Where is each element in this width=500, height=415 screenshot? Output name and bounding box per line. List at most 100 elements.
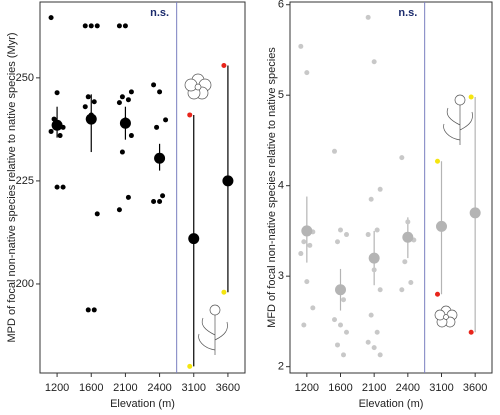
data-point (365, 232, 371, 238)
data-point (48, 128, 54, 134)
data-point (402, 259, 408, 265)
mean-point (119, 117, 131, 129)
data-point (301, 322, 307, 328)
x-tick-label: 1200 (45, 382, 69, 394)
y-tick-label: 250 (16, 72, 34, 84)
data-point (116, 100, 122, 106)
y-tick-label: 4 (278, 180, 284, 192)
data-point (365, 14, 371, 20)
y-tick-label: 2 (278, 361, 284, 373)
y-tick-label: 3 (278, 270, 284, 282)
data-point (341, 352, 346, 358)
data-point (344, 329, 349, 335)
data-point (301, 239, 307, 245)
data-point (377, 186, 383, 192)
plot-frame (289, 1, 493, 374)
x-tick-label: 2400 (147, 382, 171, 394)
data-point (125, 97, 131, 103)
data-point (298, 43, 304, 49)
y-axis-label: MFD of focal non-native species relative… (266, 47, 278, 328)
data-point (408, 280, 414, 286)
y-tick-label: 6 (278, 0, 284, 11)
data-point (60, 184, 66, 190)
data-point (157, 199, 163, 205)
data-point (116, 207, 122, 213)
mean-point (436, 220, 447, 232)
data-point (435, 158, 440, 164)
data-point (468, 329, 474, 335)
mean-point (222, 175, 234, 187)
data-point (338, 322, 343, 328)
data-point (405, 219, 411, 225)
mean-point (154, 152, 166, 164)
data-point (344, 232, 349, 238)
data-point (82, 104, 88, 110)
y-tick-label: 200 (16, 278, 34, 290)
plant-icon (443, 94, 473, 145)
data-point (122, 23, 128, 29)
flower-icon (184, 73, 212, 100)
data-point (151, 82, 157, 88)
data-point (163, 117, 169, 123)
data-point (368, 196, 374, 202)
data-point (154, 124, 160, 130)
data-point (468, 94, 474, 100)
x-tick-label: 3100 (429, 382, 453, 394)
data-point (332, 148, 337, 154)
data-point (221, 289, 227, 295)
mean-point (188, 233, 200, 245)
data-point (307, 242, 313, 248)
data-point (365, 339, 371, 345)
data-point (332, 317, 337, 323)
x-tick-label: 3600 (463, 382, 487, 394)
data-point (157, 89, 163, 95)
annotation: n.s. (150, 7, 169, 19)
x-axis-label: Elevation (m) (110, 398, 175, 410)
x-tick-label: 1600 (79, 382, 103, 394)
data-point (435, 291, 440, 297)
mean-point (402, 231, 414, 243)
data-point (91, 99, 97, 105)
data-point (187, 363, 193, 369)
data-point (371, 267, 377, 273)
data-point (374, 329, 380, 335)
mean-point (368, 252, 380, 264)
data-point (304, 279, 310, 285)
data-point (304, 70, 310, 76)
data-point (371, 345, 377, 351)
data-point (119, 94, 125, 100)
data-point (82, 23, 88, 29)
data-point (119, 149, 125, 155)
mean-point (335, 284, 346, 296)
x-tick-label: 2100 (113, 382, 137, 394)
data-point (125, 194, 131, 200)
data-point (128, 133, 134, 139)
data-point (85, 307, 91, 313)
data-point (335, 239, 340, 245)
plant-icon (198, 304, 228, 355)
y-tick-label: 225 (16, 175, 34, 187)
data-point (335, 342, 340, 348)
data-point (91, 307, 97, 313)
x-tick-label: 1200 (295, 382, 319, 394)
x-tick-label: 2400 (396, 382, 420, 394)
data-point (399, 287, 405, 293)
data-point (116, 23, 122, 29)
data-point (94, 23, 100, 29)
data-point (298, 251, 304, 257)
x-tick-label: 1600 (328, 382, 352, 394)
data-point (54, 184, 60, 190)
mean-point (301, 225, 313, 237)
data-point (338, 227, 343, 233)
data-point (128, 89, 134, 95)
data-point (399, 155, 405, 161)
data-point (368, 312, 374, 318)
data-point (341, 297, 346, 303)
flower-icon (434, 305, 458, 328)
data-point (160, 193, 166, 199)
x-axis-label: Elevation (m) (359, 398, 424, 410)
data-point (310, 305, 316, 311)
data-point (94, 211, 100, 217)
annotation: n.s. (398, 7, 417, 19)
